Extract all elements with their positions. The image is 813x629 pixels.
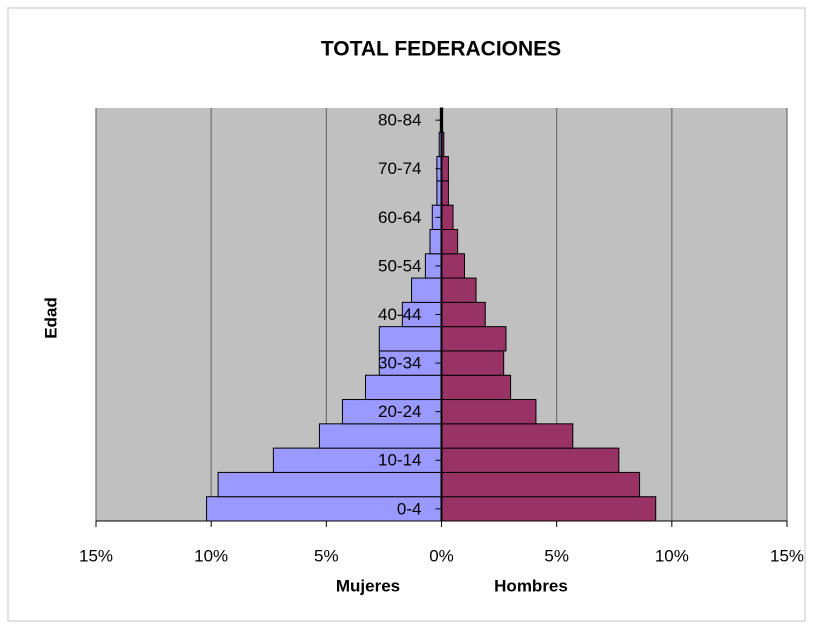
bar xyxy=(441,399,537,425)
bar xyxy=(364,374,442,401)
bar xyxy=(378,326,442,352)
y-tick-label: 60-64 xyxy=(378,208,421,227)
bar xyxy=(441,204,454,230)
x-tick-label: 0% xyxy=(429,546,454,565)
y-tick-label: 40-44 xyxy=(378,305,421,324)
bar xyxy=(441,253,466,279)
bar xyxy=(441,228,459,255)
y-tick-label: 80-84 xyxy=(378,111,421,130)
x-axis-label-right: Hombres xyxy=(494,576,568,595)
x-tick-label: 5% xyxy=(314,546,339,565)
x-axis-label-left: Mujeres xyxy=(336,576,400,595)
x-tick-label: 15% xyxy=(770,546,804,565)
bar xyxy=(441,350,505,376)
x-tick-label: 10% xyxy=(194,546,228,565)
bar xyxy=(217,471,442,498)
y-axis-label: Edad xyxy=(41,297,60,339)
bar xyxy=(429,228,443,255)
bar xyxy=(411,277,443,303)
y-tick-label: 70-74 xyxy=(378,159,421,178)
bar xyxy=(441,326,507,352)
y-tick-label: 0-4 xyxy=(397,499,422,518)
y-tick-label: 20-24 xyxy=(378,402,421,421)
x-tick-label: 5% xyxy=(544,546,569,565)
bar xyxy=(441,423,574,449)
x-tick-label: 10% xyxy=(655,546,689,565)
bar xyxy=(441,496,657,522)
bar xyxy=(441,374,512,401)
bar xyxy=(441,156,449,182)
y-tick-label: 30-34 xyxy=(378,354,421,373)
y-tick-label: 10-14 xyxy=(378,451,421,470)
bar xyxy=(441,180,449,206)
bar xyxy=(401,301,442,328)
bar xyxy=(441,301,486,328)
bar xyxy=(441,447,620,473)
bar xyxy=(441,277,477,303)
x-tick-label: 15% xyxy=(79,546,113,565)
bar xyxy=(441,471,641,498)
bar xyxy=(318,423,443,449)
chart-title: TOTAL FEDERACIONES xyxy=(321,38,561,61)
y-tick-label: 50-54 xyxy=(378,256,421,275)
